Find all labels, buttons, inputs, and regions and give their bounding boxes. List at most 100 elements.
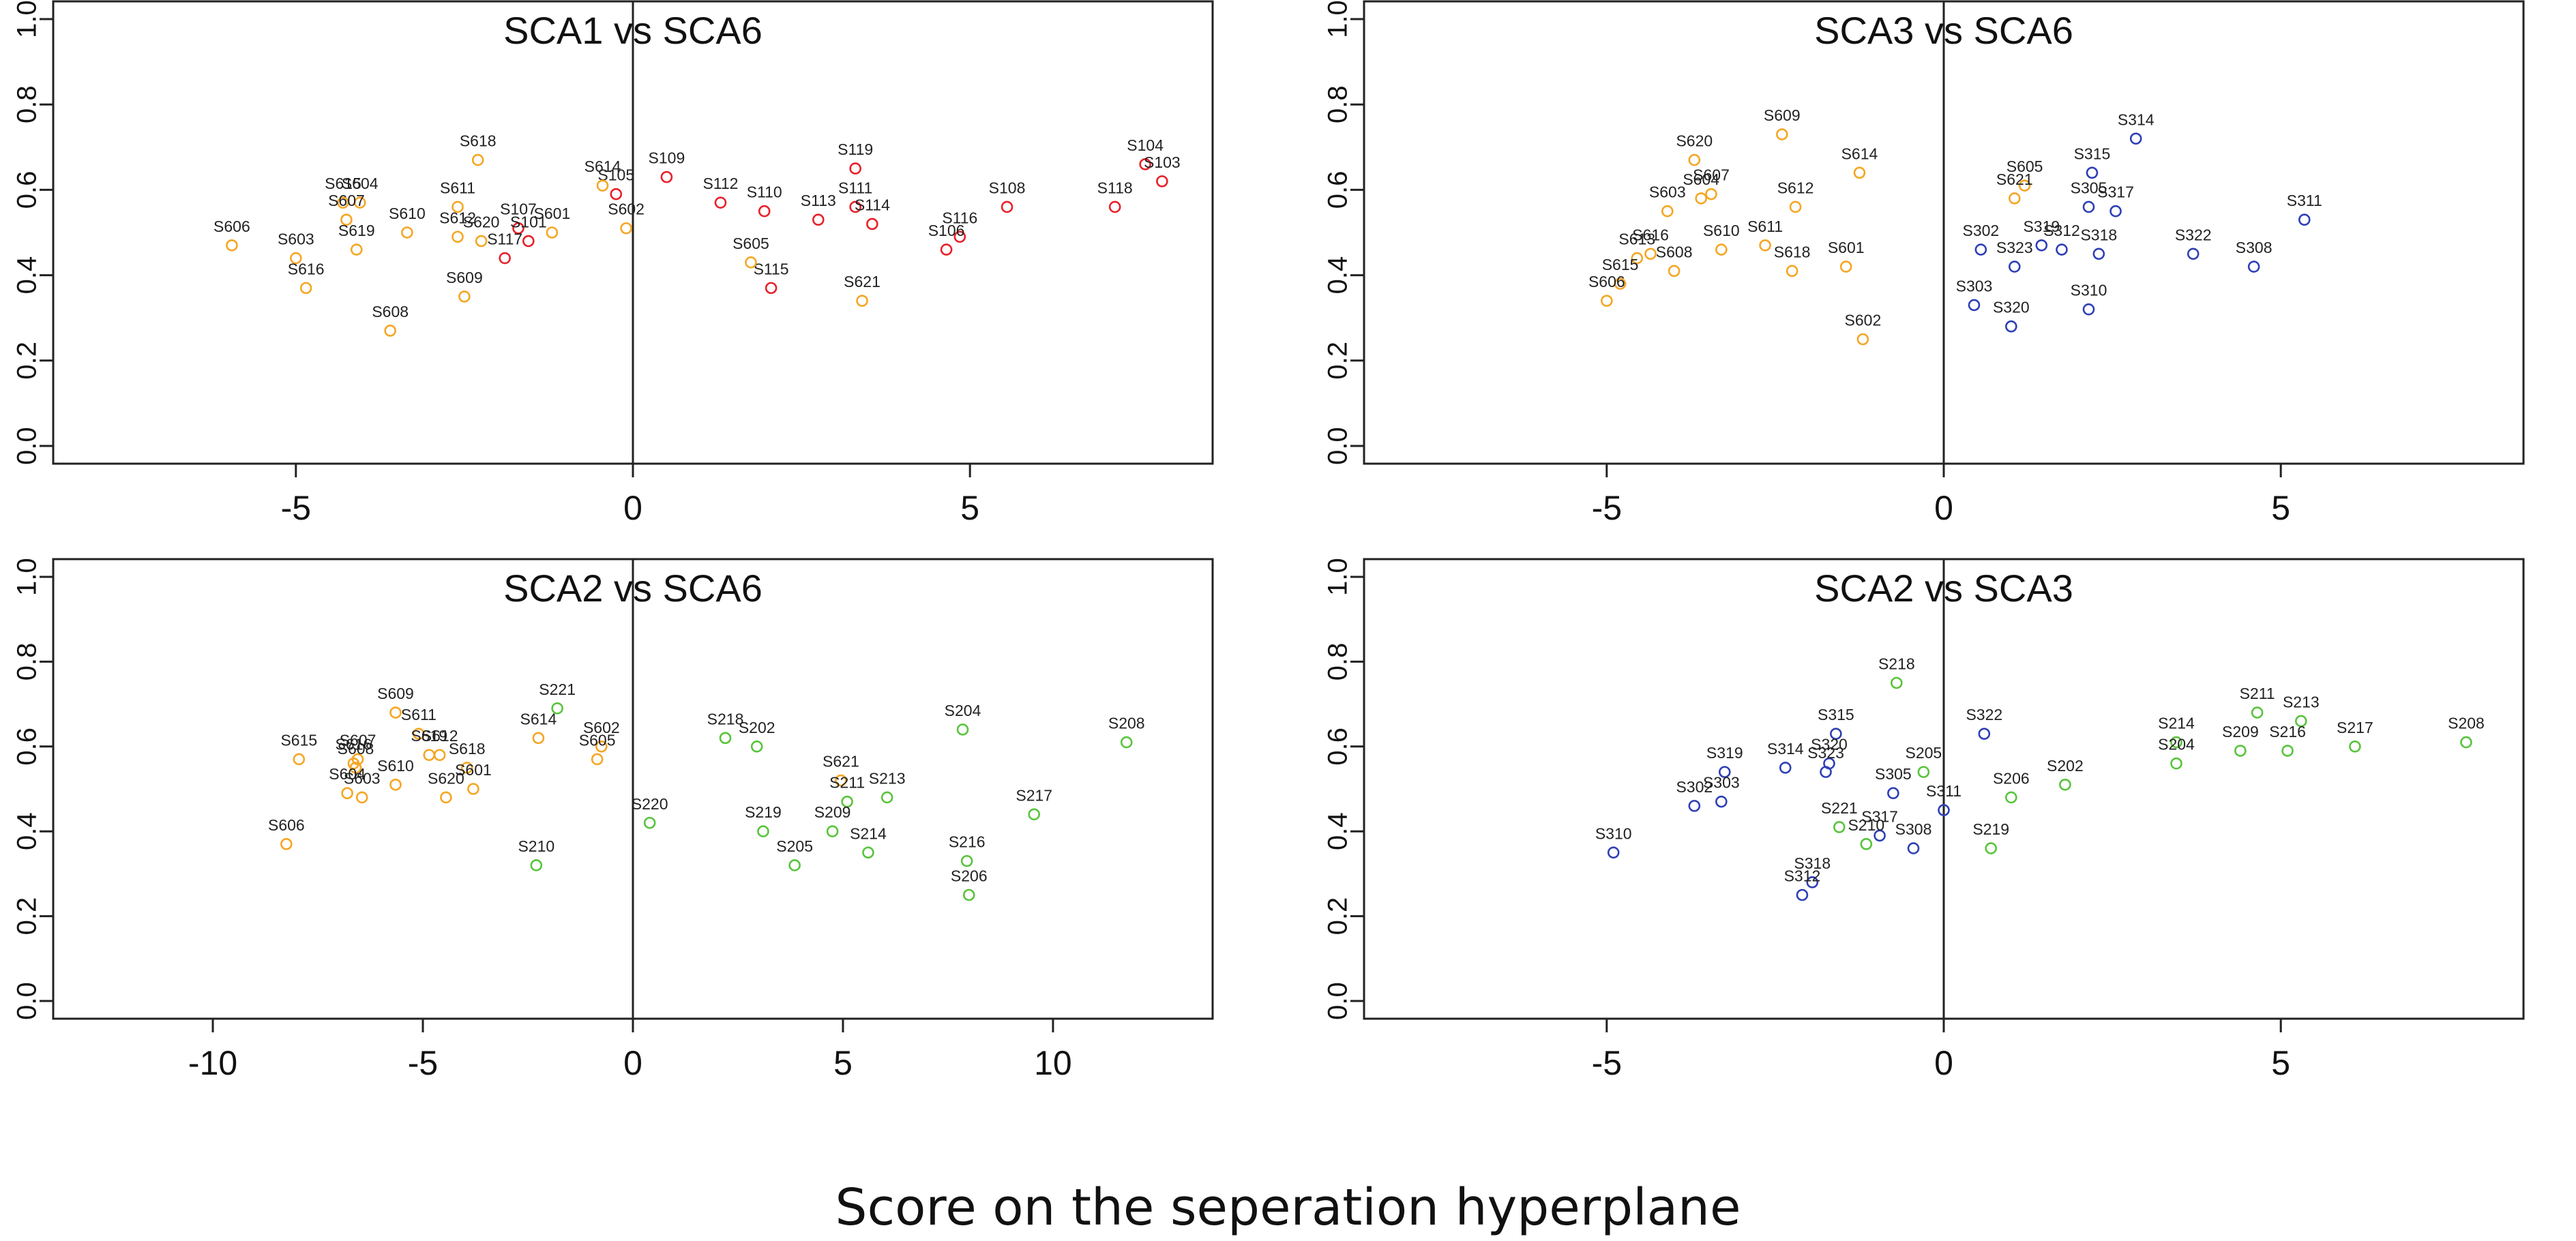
data-point-s119 [849,162,861,175]
data-point-s618 [460,762,473,774]
point-label: S101 [510,213,547,231]
data-point-s319 [2035,239,2048,252]
data-point-s107 [512,222,524,235]
panel-sca2-vs-sca3: SCA2 vs SCA3 0.0 0.2 0.4 0.6 0.8 1.0 -5 0 5 S310 S3… [1323,558,2525,1082]
point-label: S214 [850,824,887,842]
y-tick-label: 0.0 [1323,982,1353,1020]
point-label: S606 [268,816,305,834]
point-label: S615 [1602,256,1639,273]
y-tick-label: 0.4 [12,812,42,850]
y-tick-label: 0.6 [12,171,42,209]
point-label: S317 [1861,807,1898,825]
data-point-s616 [299,282,312,295]
point-label: S319 [1706,744,1743,762]
point-label: S312 [1784,867,1821,885]
data-point-s206 [2005,791,2017,804]
panel-sca1-vs-sca6: SCA1 vs SCA6 0.0 0.2 0.4 0.6 0.8 1.0 -5 0 5 S109 S1… [12,0,1214,527]
data-point-s601 [546,226,559,239]
panel-title: SCA1 vs SCA6 [503,9,763,52]
data-point-s606 [1601,295,1613,307]
y-tick-label: 0.4 [12,256,42,295]
data-point-s607 [340,213,353,226]
data-point-s110 [758,205,771,218]
data-point-s114 [866,218,878,230]
data-point-s614 [532,732,545,745]
point-label: S310 [2071,282,2107,299]
data-point-s202 [2059,778,2071,791]
data-point-s612 [451,230,464,243]
point-label: S618 [1774,243,1811,260]
x-tick-label: 5 [960,489,979,527]
data-point-s602 [595,741,608,753]
data-point-s208 [1120,736,1133,749]
point-label: S606 [213,218,250,235]
data-point-s602 [1856,333,1869,346]
point-label: S205 [776,837,813,855]
point-label: S211 [2240,685,2275,702]
y-tick-label: 1.0 [12,558,42,596]
data-point-s322 [1978,728,1991,740]
point-label: S111 [838,179,872,196]
point-label: S609 [1764,106,1801,124]
point-label: S312 [2043,222,2080,239]
point-label: S108 [989,179,1026,196]
data-point-s610 [389,778,402,791]
point-label: S303 [1956,277,1993,295]
data-point-s205 [788,859,801,871]
data-point-s319 [1718,766,1731,778]
data-point-s218 [719,732,732,745]
data-point-s606 [280,838,293,850]
data-point-s606 [226,239,238,252]
point-label: S113 [801,192,836,209]
data-point-s601 [467,783,479,795]
data-point-s605 [591,753,604,766]
point-label: S603 [278,230,314,248]
x-tick-label: 10 [1034,1044,1072,1082]
point-label: S204 [945,702,981,719]
panel-title: SCA2 vs SCA3 [1814,567,2073,610]
point-label: S612 [1777,179,1814,196]
point-label: S604 [1683,170,1719,188]
data-point-s605 [745,256,757,269]
point-label: S106 [928,222,965,239]
data-point-s612 [433,749,446,762]
point-label: S620 [1676,132,1713,150]
data-point-s611 [413,728,425,740]
point-label: S620 [428,769,464,787]
y-tick-label: 0.8 [1323,85,1353,123]
point-label: S602 [608,200,645,218]
data-point-s217 [2349,741,2361,753]
y-tick-label: 0.0 [12,982,42,1020]
point-label: S202 [2047,757,2084,775]
point-label: S607 [1693,166,1730,184]
point-label: S211 [829,774,865,792]
data-point-s219 [1985,842,1997,854]
point-label: S619 [338,222,375,239]
data-point-s308 [2247,260,2260,273]
panel-sca2-vs-sca6: SCA2 vs SCA6 0.0 0.2 0.4 0.6 0.8 1.0 -10 -5 0 5 10 S… [12,558,1214,1082]
data-point-s105 [610,188,623,200]
point-label: S311 [1926,782,1961,800]
data-point-s320 [2005,320,2017,333]
point-label: S607 [328,192,365,209]
point-label: S317 [2097,183,2134,201]
data-point-s205 [1917,766,1930,778]
point-label: S611 [440,179,475,196]
y-tick-label: 0.0 [1323,427,1353,465]
data-point-s621 [835,774,847,787]
point-label: S116 [942,209,977,226]
data-point-s302 [1974,243,1987,256]
point-label: S604 [329,765,366,783]
data-point-s305 [1887,787,1899,800]
data-point-s214 [862,846,874,859]
y-tick-label: 0.6 [12,728,42,766]
data-point-s214 [2170,736,2182,749]
data-point-s608 [384,325,396,337]
data-point-s317 [1874,829,1886,842]
point-label: S616 [1632,226,1669,243]
data-point-s611 [451,200,464,213]
data-point-s117 [499,252,512,265]
point-label: S103 [1144,153,1181,171]
point-label: S119 [838,140,873,158]
data-point-s217 [1028,808,1041,821]
